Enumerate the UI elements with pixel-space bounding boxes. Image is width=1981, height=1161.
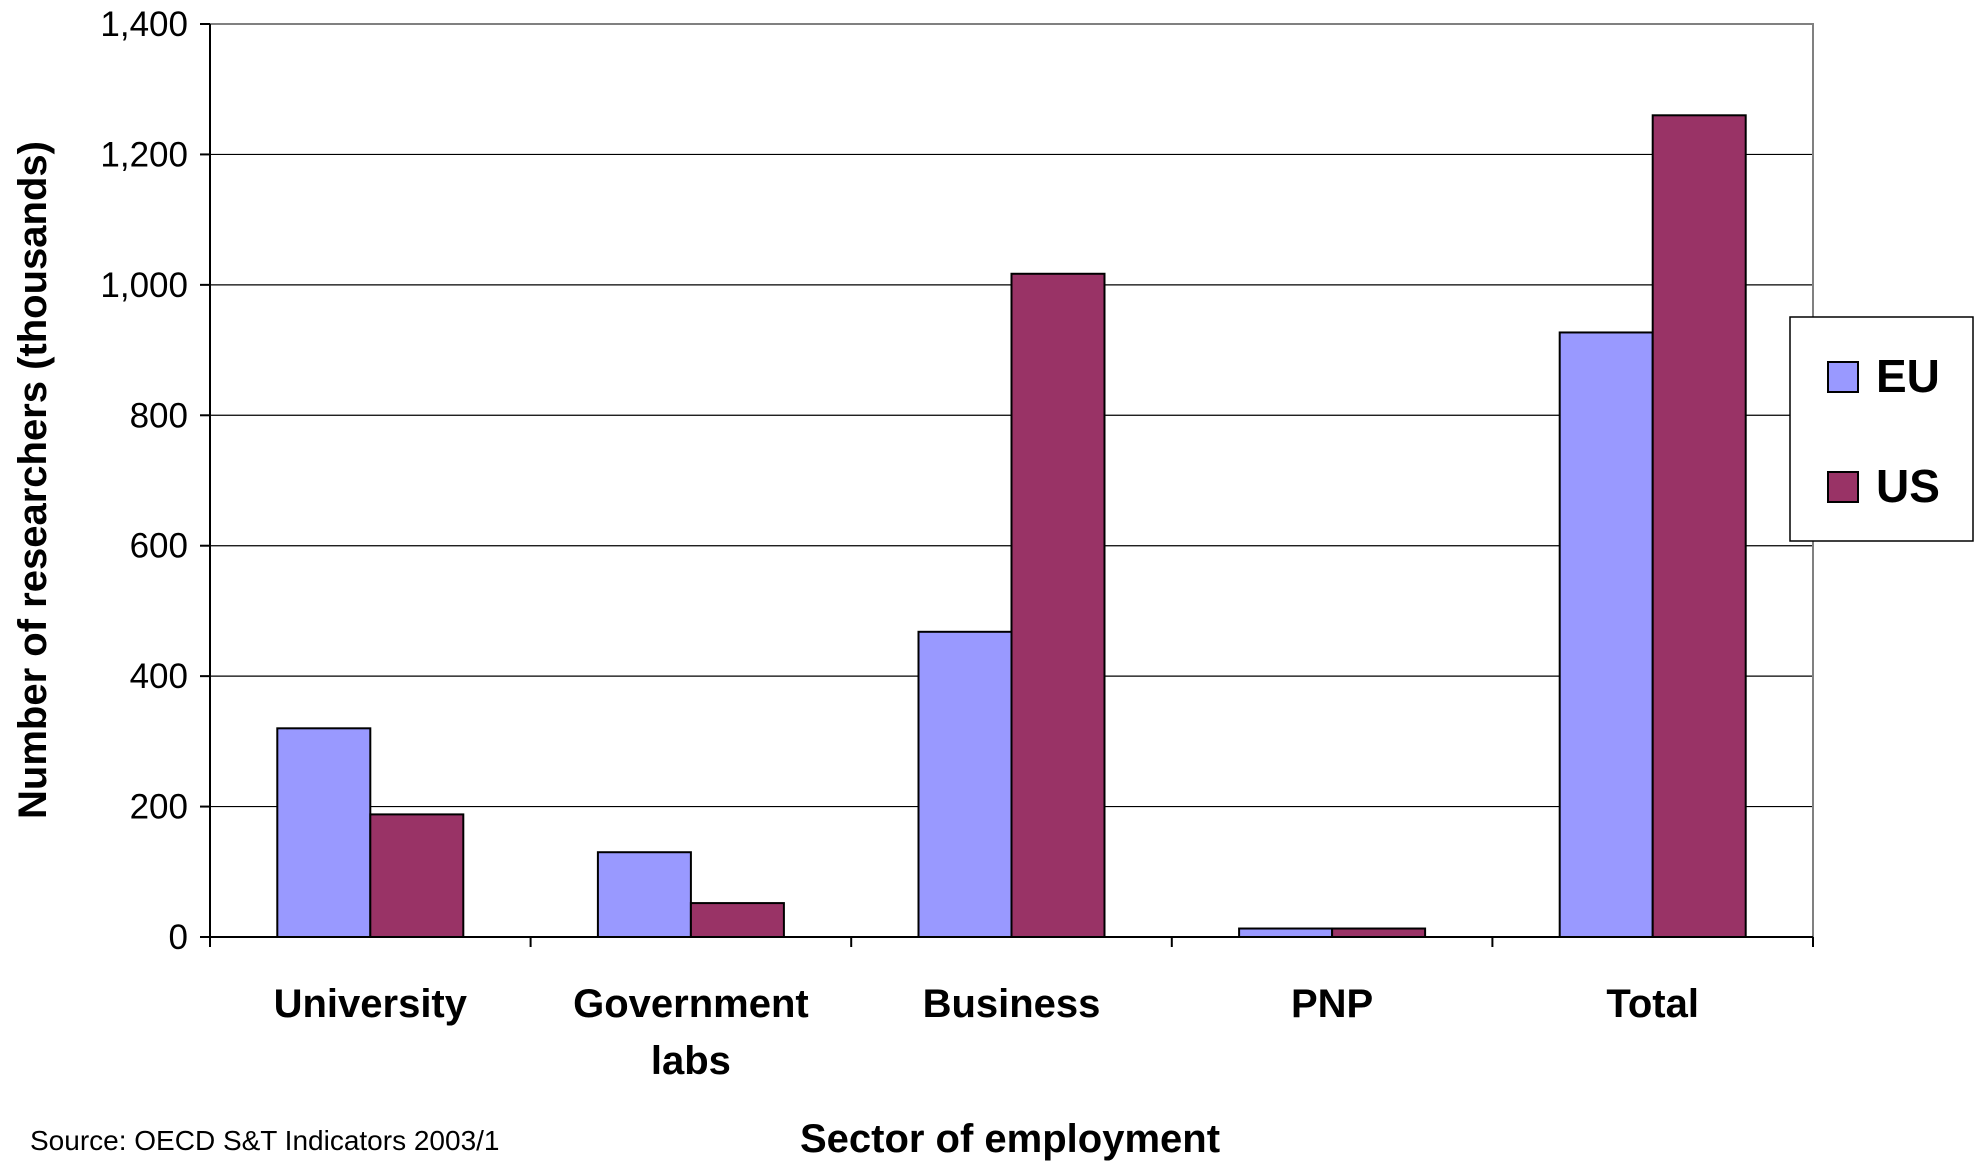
y-tick-label: 1,200 — [100, 135, 188, 174]
bar-eu — [1238, 927, 1334, 939]
x-tick-label: Total — [1606, 982, 1699, 1026]
bar-us — [689, 902, 785, 938]
x-tick-label: PNP — [1291, 982, 1373, 1026]
bar-eu — [1558, 331, 1654, 938]
source-note: Source: OECD S&T Indicators 2003/1 — [30, 1125, 500, 1156]
bar-us — [1651, 114, 1747, 939]
bar-us — [1010, 272, 1106, 939]
legend-label-us: US — [1876, 460, 1940, 512]
legend-swatch-us — [1827, 471, 1859, 503]
y-tick-label: 600 — [130, 527, 188, 566]
y-tick-label: 1,000 — [100, 266, 188, 305]
y-tick-labels: 0 200 400 600 800 1,000 1,200 1,400 — [100, 5, 188, 957]
bar-us — [369, 813, 465, 939]
legend-label-eu: EU — [1876, 350, 1940, 402]
legend-swatch-eu — [1827, 361, 1859, 393]
y-tick-label: 800 — [130, 396, 188, 435]
axes — [200, 23, 1814, 947]
x-tick-label: Business — [923, 982, 1101, 1026]
bars — [276, 114, 1747, 939]
bar-eu — [917, 630, 1013, 938]
bar-eu — [596, 851, 692, 939]
y-tick-label: 400 — [130, 657, 188, 696]
x-tick-label: University — [274, 982, 468, 1026]
y-tick-label: 200 — [130, 788, 188, 827]
x-tick-labels: University Government labs Business PNP Total — [274, 982, 1699, 1083]
y-tick-label: 0 — [169, 918, 188, 957]
bar-us — [1331, 927, 1427, 939]
bar-eu — [276, 727, 372, 938]
y-tick-label: 1,400 — [100, 5, 188, 44]
x-tick-label: Government labs — [573, 982, 809, 1083]
legend: EU US — [1789, 316, 1974, 542]
legend-box — [1789, 316, 1974, 542]
y-axis-title: Number of researchers (thousands) — [11, 141, 55, 819]
x-axis-title: Sector of employment — [800, 1117, 1220, 1161]
